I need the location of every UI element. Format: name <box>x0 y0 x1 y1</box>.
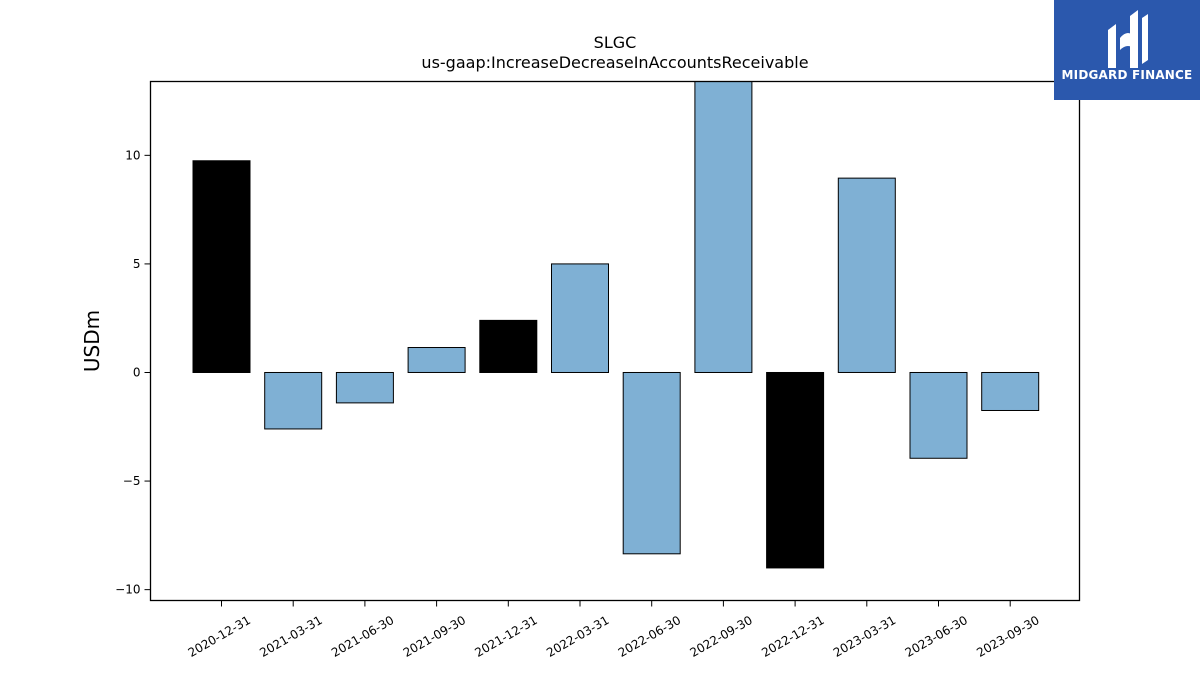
x-tick-label: 2022-12-31 <box>759 613 826 660</box>
bar-2021-12-31 <box>479 319 538 373</box>
bar-2022-12-31 <box>766 371 825 569</box>
x-tick-label: 2022-03-31 <box>544 613 611 660</box>
x-tick-label: 2021-12-31 <box>472 613 539 660</box>
x-tick-label: 2023-09-30 <box>974 613 1041 660</box>
x-tick-label: 2022-06-30 <box>616 613 683 660</box>
x-tick-label: 2023-03-31 <box>831 613 898 660</box>
bar-2022-03-31 <box>551 263 609 373</box>
bar-2020-12-31 <box>192 160 251 373</box>
y-tick-label: −5 <box>123 474 141 488</box>
x-tick-label: 2023-06-30 <box>903 613 970 660</box>
bar-2023-03-31 <box>837 177 896 373</box>
x-tick-label: 2020-12-31 <box>186 613 253 660</box>
brand-name: MIDGARD FINANCE <box>1061 68 1193 82</box>
chart-subtitle: us-gaap:IncreaseDecreaseInAccountsReceiv… <box>421 53 808 72</box>
bar-2022-09-30 <box>694 81 753 373</box>
bar-2022-06-30 <box>622 371 681 555</box>
bar-2023-06-30 <box>909 371 968 459</box>
y-tick-label: 0 <box>133 365 141 379</box>
bar-2023-09-30 <box>981 371 1040 411</box>
midgard-logo-icon <box>1108 10 1148 68</box>
y-tick-label: 5 <box>133 257 141 271</box>
bar-2021-06-30 <box>335 371 394 404</box>
bars-layer <box>192 81 1040 569</box>
x-tick-label: 2021-06-30 <box>329 613 396 660</box>
bar-2021-03-31 <box>264 371 323 430</box>
chart-title: SLGC <box>594 33 637 52</box>
y-tick-label: 10 <box>125 148 140 162</box>
x-axis-ticks: 2020-12-31 2021-03-31 2021-06-30 2021-09-30… <box>186 600 1042 660</box>
y-axis-label: USDm <box>80 310 104 372</box>
x-tick-label: 2021-03-31 <box>257 613 324 660</box>
x-tick-label: 2022-09-30 <box>687 613 754 660</box>
y-axis-ticks: 10 5 0 −5 −10 <box>115 148 151 597</box>
y-tick-label: −10 <box>115 583 140 597</box>
plot-frame <box>149 80 1081 602</box>
bar-2021-09-30 <box>407 347 466 373</box>
brand-logo: MIDGARD FINANCE <box>1054 0 1200 100</box>
x-tick-label: 2021-09-30 <box>401 613 468 660</box>
